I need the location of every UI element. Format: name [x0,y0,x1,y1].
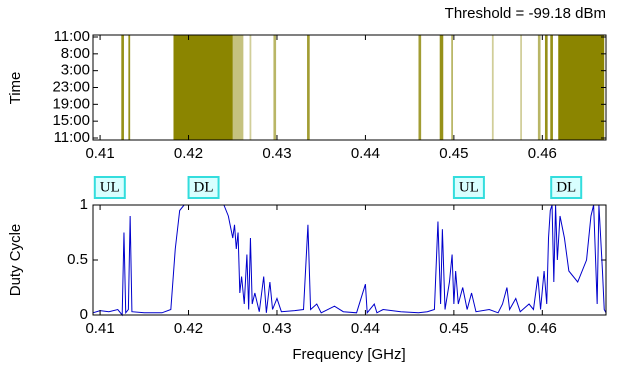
y-tick-label: 19:00 [52,95,90,112]
x-tick-label: 0.44 [351,145,380,162]
x-tick-label: 0.46 [528,320,557,337]
annotation-box [187,176,220,199]
annotation-box [452,176,485,199]
x-tick-label: 0.41 [85,320,114,337]
y-tick-label: 11:00 [54,129,90,146]
occupied-band [232,35,244,140]
x-tick-label: 0.46 [528,145,557,162]
x-tick-label: 0.44 [351,320,380,337]
x-tick-label: 0.45 [439,145,468,162]
y-tick-label: 11:00 [54,28,90,45]
annotation: UL [100,179,120,195]
occupied-band [520,35,522,140]
occupied-band [491,35,494,140]
y-tick-label: 23:00 [52,78,90,95]
occupied-band [439,35,444,140]
occupied-band [273,35,277,140]
x-axis-label: Frequency [GHz] [292,346,405,363]
annotation: DL [194,179,214,195]
x-tick-label: 0.41 [85,145,114,162]
occupied-band [451,35,453,140]
occupied-band [121,35,124,140]
annotation: DL [556,179,576,195]
x-tick-label: 0.42 [174,320,203,337]
annotation-box [550,176,583,199]
chart-title: Threshold = -99.18 dBm [445,5,606,22]
y-tick-label: 8:00 [61,45,90,62]
x-tick-label: 0.42 [174,145,203,162]
x-tick-label: 0.43 [262,320,291,337]
occupied-band [307,35,310,140]
x-tick-label: 0.43 [262,145,291,162]
y-tick-label: 3:00 [61,62,90,79]
x-tick-label: 0.45 [439,320,468,337]
occupied-band [173,35,233,140]
plot-frame [92,34,607,141]
occupied-band [550,35,553,140]
occupied-band [558,35,605,140]
data-line [92,204,607,317]
occupied-band [128,35,131,140]
y-tick-label: 1 [80,196,88,213]
annotation-box [93,176,126,199]
occupied-band [537,35,541,140]
occupied-band [544,35,548,140]
occupied-band [249,35,252,140]
annotation: UL [459,179,479,195]
y-axis-label: Duty Cycle [7,224,24,297]
plot-frame [92,204,607,316]
y-tick-label: 0 [80,306,88,323]
y-tick-label: 15:00 [52,112,90,129]
y-tick-label: 0.5 [67,251,88,268]
occupied-band [418,35,422,140]
y-axis-label: Time [7,72,24,105]
